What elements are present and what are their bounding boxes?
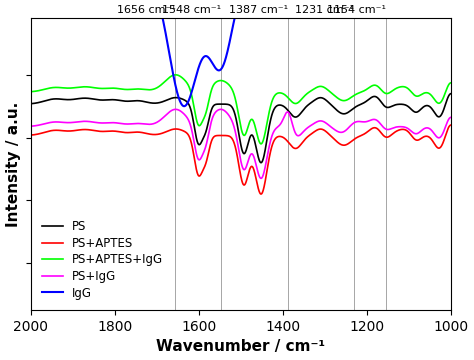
PS+APTES+IgG	[101, 86, 107, 91]
PS	[258, 161, 264, 165]
PS	[28, 102, 34, 106]
PS+APTES	[189, 144, 195, 148]
X-axis label: Wavenumber / cm⁻¹: Wavenumber / cm⁻¹	[156, 339, 326, 355]
Legend: PS, PS+APTES, PS+APTES+IgG, PS+IgG, IgG: PS, PS+APTES, PS+APTES+IgG, PS+IgG, IgG	[37, 216, 168, 304]
IgG	[182, 104, 187, 108]
PS+APTES	[440, 141, 446, 145]
PS+APTES+IgG	[258, 142, 264, 146]
PS+IgG	[218, 107, 224, 112]
PS+IgG	[207, 124, 213, 129]
Y-axis label: Intensity / a.u.: Intensity / a.u.	[6, 102, 20, 227]
PS+APTES+IgG	[208, 92, 213, 96]
PS+APTES+IgG	[76, 85, 82, 89]
PS	[76, 96, 82, 101]
PS+IgG	[101, 121, 107, 125]
PS+APTES+IgG	[448, 81, 454, 85]
PS+APTES+IgG	[395, 86, 401, 90]
PS+APTES	[448, 123, 454, 127]
Line: PS: PS	[31, 94, 451, 163]
Line: PS+IgG: PS+IgG	[31, 109, 451, 178]
PS	[207, 112, 213, 116]
PS+APTES	[101, 129, 107, 134]
PS+APTES	[28, 133, 34, 137]
Text: 1656 cm⁻¹: 1656 cm⁻¹	[117, 5, 175, 15]
PS+APTES	[395, 129, 401, 133]
PS	[101, 98, 107, 102]
PS+APTES	[207, 143, 213, 148]
PS	[448, 91, 454, 96]
PS+IgG	[76, 120, 82, 124]
IgG	[208, 58, 213, 62]
PS	[189, 112, 195, 117]
PS+IgG	[189, 129, 195, 134]
PS+APTES	[76, 128, 82, 132]
PS+IgG	[28, 124, 34, 129]
PS+APTES+IgG	[189, 95, 195, 100]
PS+APTES+IgG	[173, 73, 178, 77]
Line: PS+APTES+IgG: PS+APTES+IgG	[31, 75, 451, 144]
PS+IgG	[395, 125, 401, 129]
PS+APTES+IgG	[28, 90, 34, 94]
Text: 1231 cm⁻¹: 1231 cm⁻¹	[295, 5, 354, 15]
PS	[395, 102, 401, 107]
PS	[440, 110, 446, 114]
IgG	[189, 88, 195, 93]
PS+IgG	[440, 131, 446, 135]
Line: PS+APTES: PS+APTES	[31, 125, 451, 194]
Text: 1154 cm⁻¹: 1154 cm⁻¹	[327, 5, 386, 15]
PS+APTES	[258, 192, 264, 196]
Text: 1548 cm⁻¹: 1548 cm⁻¹	[162, 5, 221, 15]
Text: 1387 cm⁻¹: 1387 cm⁻¹	[229, 5, 288, 15]
PS+IgG	[258, 176, 264, 180]
PS+IgG	[448, 115, 454, 120]
Line: IgG: IgG	[31, 0, 451, 106]
PS+APTES+IgG	[440, 96, 446, 101]
